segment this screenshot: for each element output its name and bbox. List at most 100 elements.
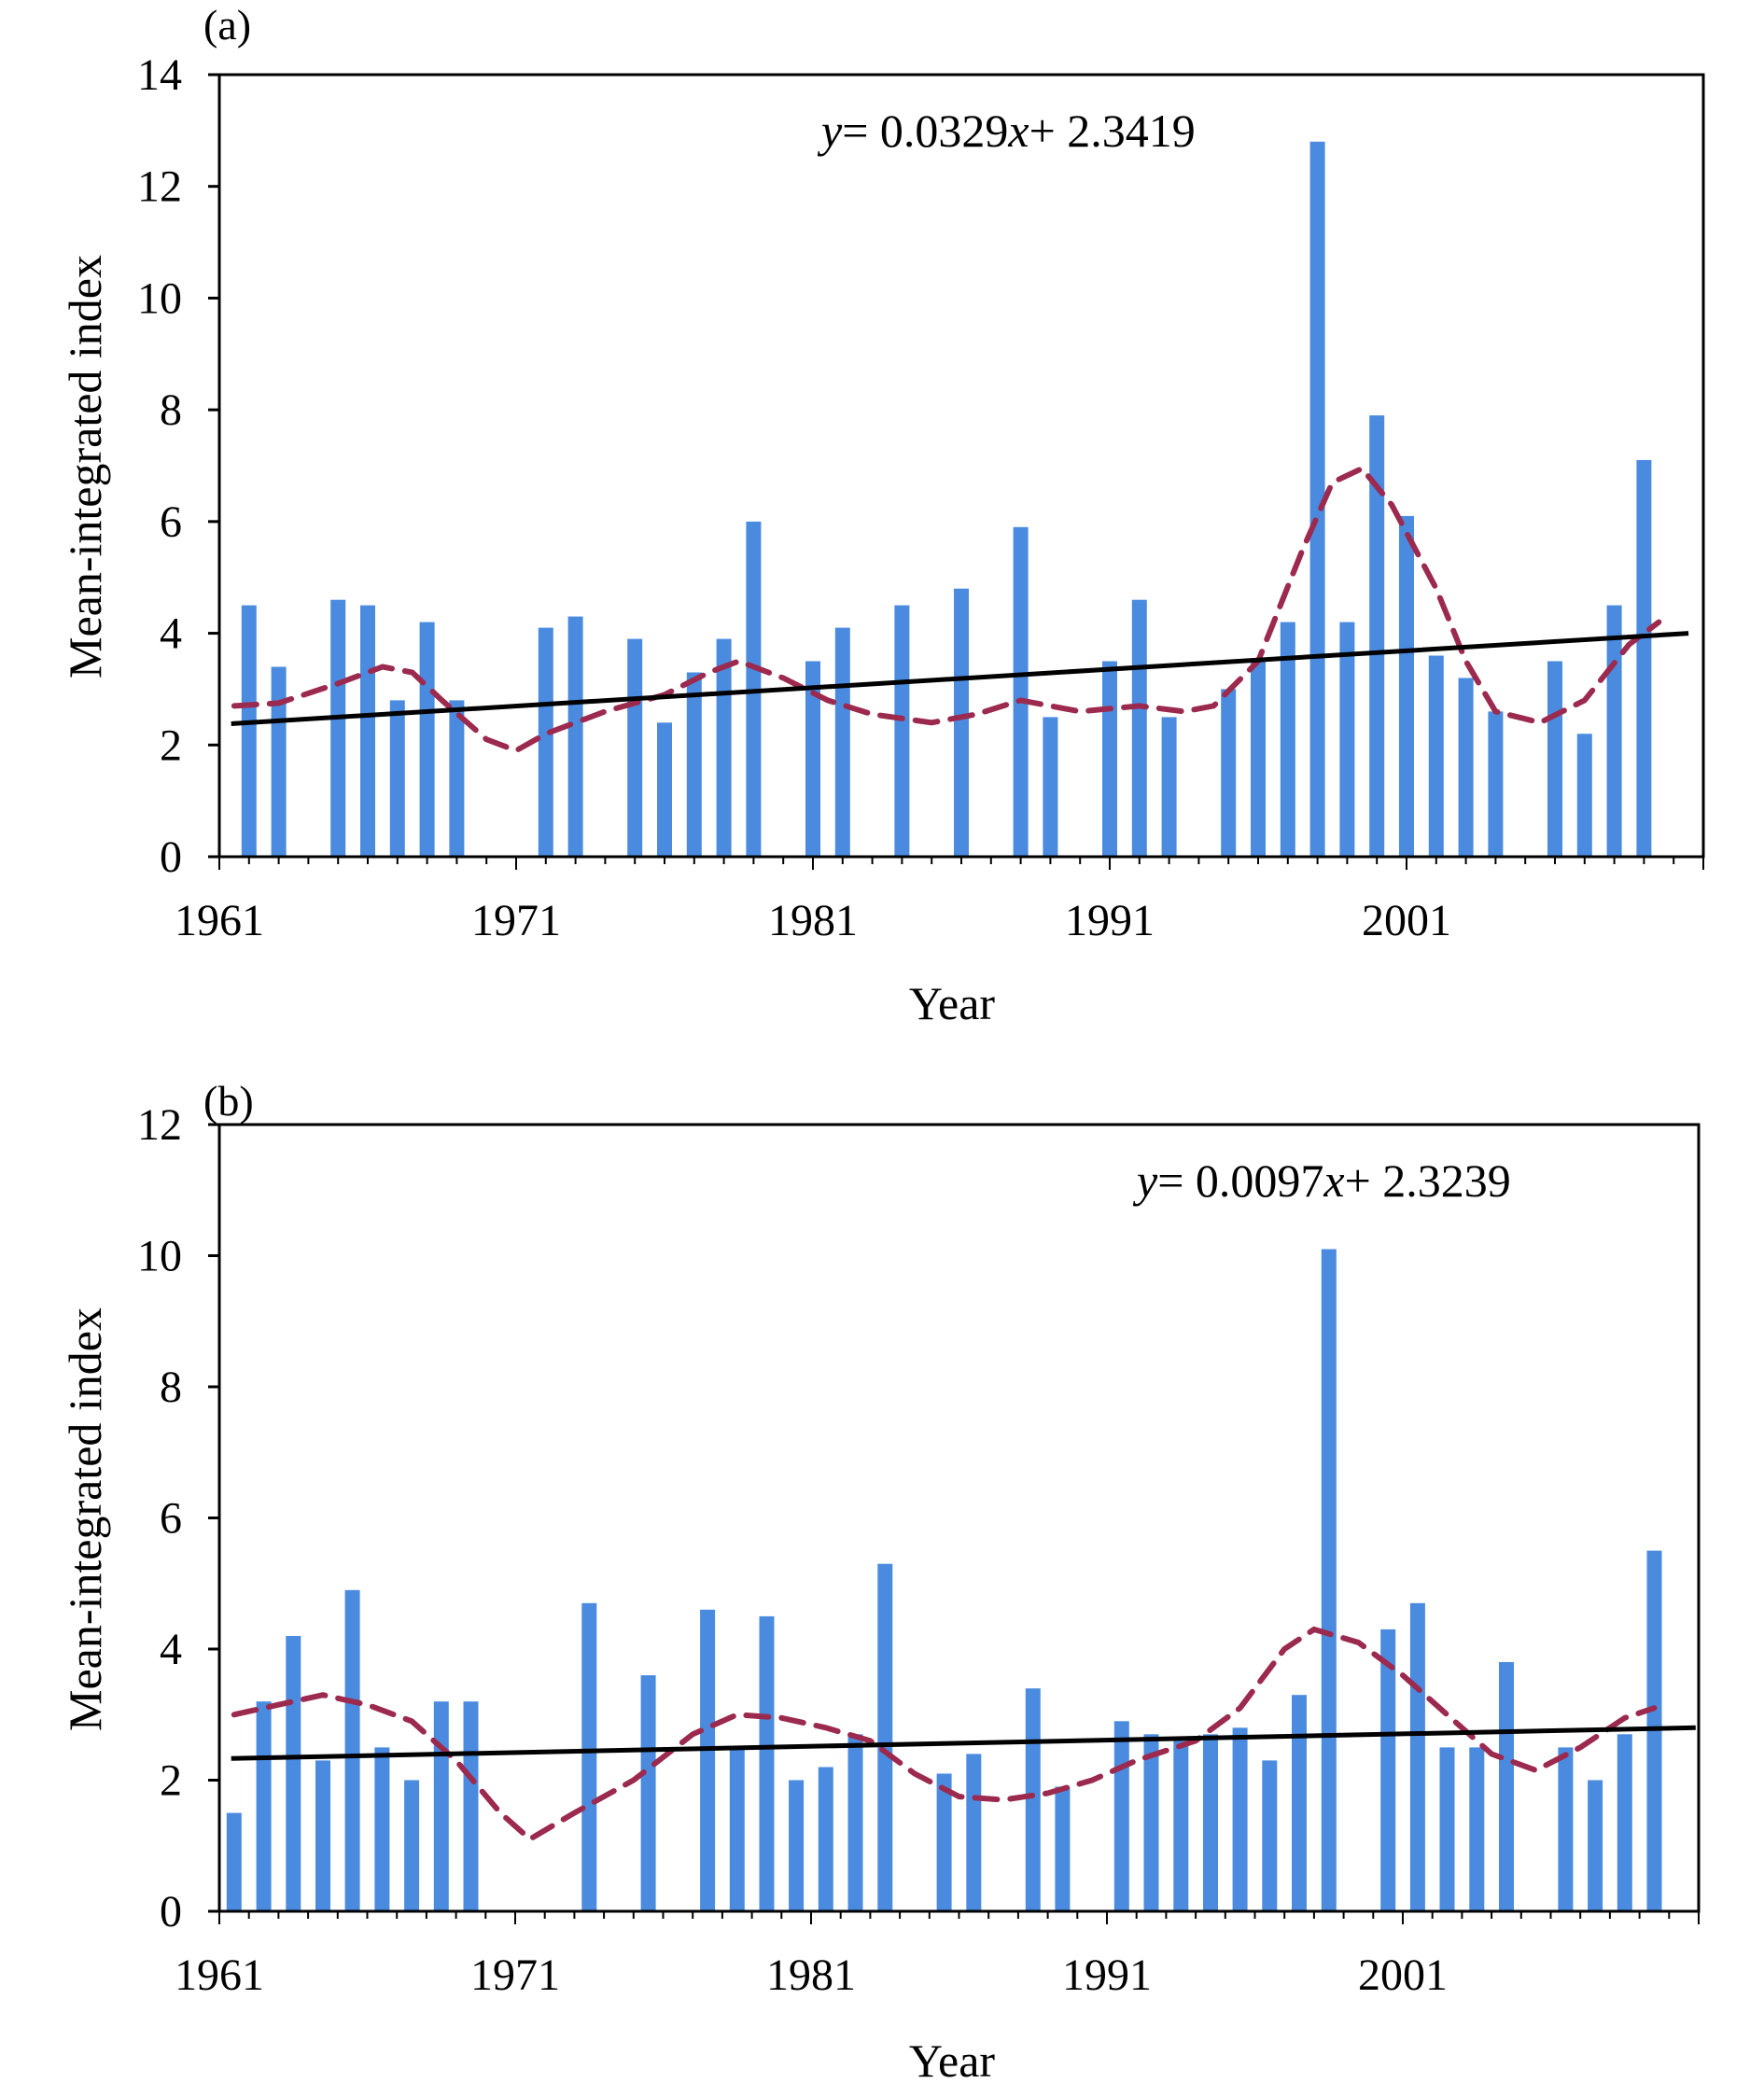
- bar-a-31: [1458, 678, 1474, 857]
- x-tick-label-a-0: 1961: [175, 896, 264, 945]
- bar-b-20: [1025, 1688, 1041, 1911]
- y-ticks-b: 0 2 4 6 8 10 12: [137, 1100, 219, 1936]
- equation-a-eq: = 0.0329: [842, 105, 1008, 157]
- bar-b-5: [374, 1747, 390, 1911]
- bar-a-2: [330, 599, 346, 857]
- bar-a-17: [954, 588, 969, 857]
- equation-a-y: y: [817, 105, 843, 157]
- bar-a-9: [627, 638, 643, 857]
- bar-b-21: [1055, 1786, 1071, 1911]
- x-axis-title-b: Year: [909, 2034, 995, 2087]
- bar-b-35: [1558, 1747, 1574, 1911]
- y-tick-label-a-0: 0: [160, 832, 182, 882]
- bar-b-7: [433, 1701, 449, 1911]
- bar-a-14: [805, 661, 820, 857]
- bar-a-34: [1576, 734, 1592, 857]
- bar-a-21: [1131, 599, 1147, 857]
- bar-b-6: [404, 1780, 420, 1911]
- smooth-curve-a: [231, 465, 1662, 754]
- bar-a-5: [419, 622, 435, 857]
- bar-a-15: [834, 627, 850, 857]
- bar-a-6: [449, 700, 465, 857]
- bar-b-9: [581, 1602, 597, 1911]
- bar-a-4: [389, 700, 405, 857]
- y-tick-label-b-2: 4: [160, 1625, 182, 1674]
- bar-b-10: [640, 1675, 656, 1911]
- bar-a-19: [1043, 717, 1058, 857]
- panel-a: (a) 0 2 4 6 8 10 12 14 1961 1971 1981 1991 2001 y= …: [59, 1, 1705, 1029]
- bars-a: [241, 141, 1652, 858]
- bar-b-29: [1321, 1249, 1337, 1911]
- y-tick-label-b-1: 2: [160, 1756, 182, 1806]
- trend-line-b: [231, 1725, 1696, 1761]
- x-tick-label-a-4: 2001: [1362, 896, 1451, 945]
- bar-b-26: [1232, 1727, 1248, 1911]
- bar-a-0: [241, 605, 257, 857]
- bar-a-23: [1221, 689, 1237, 857]
- bar-b-1: [256, 1701, 272, 1911]
- bar-a-11: [686, 672, 702, 857]
- y-tick-label-a-3: 6: [160, 497, 182, 547]
- y-tick-label-a-6: 12: [137, 162, 182, 212]
- bar-a-33: [1547, 661, 1562, 857]
- bar-b-23: [1143, 1734, 1159, 1911]
- bar-b-38: [1646, 1550, 1662, 1911]
- bar-b-28: [1292, 1695, 1307, 1911]
- bar-a-36: [1636, 460, 1652, 857]
- y-tick-label-b-3: 6: [160, 1494, 182, 1544]
- bar-b-37: [1617, 1734, 1632, 1911]
- bar-b-31: [1409, 1602, 1425, 1911]
- y-tick-label-a-4: 8: [160, 385, 182, 435]
- equation-b-rest: + 2.3239: [1345, 1154, 1511, 1207]
- bars-b: [226, 1249, 1662, 1911]
- bar-b-4: [344, 1589, 360, 1911]
- bar-b-3: [315, 1760, 330, 1911]
- bar-a-27: [1339, 622, 1355, 857]
- bar-a-35: [1606, 605, 1622, 857]
- bar-a-32: [1488, 711, 1504, 857]
- equation-a-x: x: [1007, 105, 1029, 157]
- x-tick-label-a-3: 1991: [1065, 896, 1155, 945]
- bar-b-13: [759, 1615, 775, 1911]
- bar-a-8: [567, 616, 583, 857]
- bar-b-8: [463, 1701, 479, 1911]
- y-ticks-a: 0 2 4 6 8 10 12 14: [137, 50, 219, 882]
- bar-a-22: [1161, 717, 1177, 857]
- equation-a: y= 0.0329x+ 2.3419: [817, 105, 1196, 157]
- x-tick-label-a-1: 1971: [471, 896, 561, 945]
- bar-b-34: [1499, 1662, 1514, 1911]
- bar-b-19: [966, 1754, 982, 1911]
- bar-b-33: [1469, 1747, 1485, 1911]
- x-ticks-a: 1961 1971 1981 1991 2001: [175, 857, 1704, 945]
- equation-b-eq: = 0.0097: [1157, 1154, 1323, 1207]
- y-axis-title-b: Mean-integrated index: [59, 1307, 111, 1731]
- bar-a-10: [657, 722, 672, 857]
- x-tick-label-a-2: 1981: [768, 896, 858, 945]
- bar-a-16: [894, 605, 910, 857]
- bar-b-17: [877, 1563, 893, 1911]
- panel-label-b: (b): [203, 1077, 254, 1125]
- bar-b-22: [1113, 1721, 1129, 1911]
- equation-b: y= 0.0097x+ 2.3239: [1132, 1154, 1511, 1207]
- bar-b-27: [1262, 1760, 1278, 1911]
- bar-b-30: [1380, 1629, 1396, 1911]
- y-tick-label-b-0: 0: [160, 1887, 182, 1936]
- equation-a-rest: + 2.3419: [1029, 105, 1196, 157]
- bar-b-36: [1588, 1780, 1603, 1911]
- x-ticks-b: 1961 1971 1981 1991 2001: [175, 1911, 1700, 2000]
- bar-b-0: [226, 1812, 242, 1911]
- x-tick-label-b-3: 1991: [1062, 1950, 1152, 2000]
- y-tick-label-a-1: 2: [160, 720, 182, 770]
- bar-a-28: [1369, 415, 1385, 857]
- bar-b-11: [700, 1609, 716, 1911]
- bar-b-16: [847, 1734, 863, 1911]
- y-tick-label-a-7: 14: [137, 50, 182, 100]
- x-axis-title-a: Year: [909, 977, 995, 1029]
- bar-a-20: [1102, 661, 1117, 857]
- trend-line-a: [231, 631, 1689, 726]
- bar-b-14: [789, 1780, 805, 1911]
- y-axis-title-a: Mean-integrated index: [59, 255, 111, 678]
- x-tick-label-b-0: 1961: [175, 1950, 264, 2000]
- x-tick-label-b-4: 2001: [1358, 1950, 1448, 2000]
